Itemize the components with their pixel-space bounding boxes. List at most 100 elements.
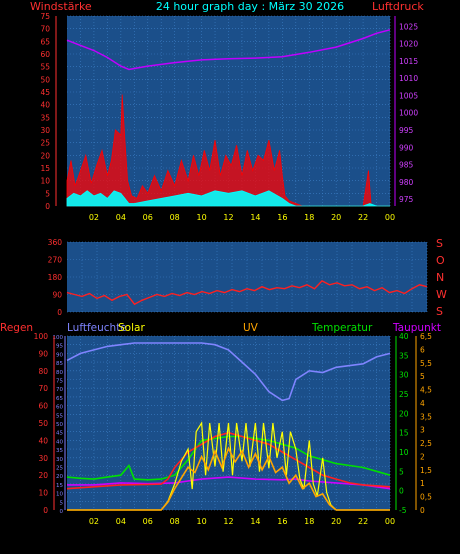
- humidity-tick-label: 15: [56, 483, 63, 489]
- humidity-tick-label: 25: [56, 466, 63, 472]
- temperature-axis-label: Temperatur: [311, 322, 373, 334]
- wind-tick-label: 20: [40, 151, 50, 160]
- climate-x-tick-label: 04: [116, 517, 126, 526]
- pressure-tick-label: 1000: [399, 109, 418, 118]
- wind-x-tick-label: 22: [358, 213, 368, 222]
- pressure-tick-label: 1020: [399, 40, 418, 49]
- solar-axis-label: Solar: [118, 322, 145, 334]
- dewpoint-series: [67, 476, 391, 490]
- humidity-tick-label: 40: [56, 439, 63, 445]
- rain-tick-label: 70: [38, 384, 48, 393]
- temperature-series: [66, 435, 391, 481]
- wind-tick-label: 15: [40, 164, 50, 173]
- climate-x-tick-label: 10: [196, 517, 206, 526]
- pressure-axis-label: Luftdruck: [372, 0, 424, 13]
- climate-x-tick-label: 18: [304, 517, 314, 526]
- humidity-tick-label: 55: [56, 413, 63, 419]
- humidity-tick-label: 50: [56, 422, 63, 428]
- wind-tick-label: 40: [40, 101, 50, 110]
- humidity-tick-label: 60: [56, 405, 63, 411]
- graph-title: 24 hour graph day : März 30 2026: [156, 0, 344, 13]
- humidity-tick-label: 75: [56, 379, 63, 385]
- uv-tick-label: 3: [420, 426, 425, 435]
- wind-tick-label: 60: [40, 50, 50, 59]
- climate-x-tick-label: 12: [223, 517, 233, 526]
- rain-tick-label: 90: [38, 349, 48, 358]
- wind-direction-ticks: 0 90 180 270 360: [48, 238, 63, 317]
- temperature-tick-label: 40: [399, 332, 409, 341]
- uv-tick-label: 3,5: [420, 412, 432, 421]
- uv-tick-label: 6: [420, 345, 425, 354]
- wind-x-tick-label: 06: [143, 213, 153, 222]
- direction-label-o: O: [436, 254, 445, 267]
- wind-tick-label: 45: [40, 88, 50, 97]
- rain-tick-label: 50: [38, 419, 48, 428]
- uv-tick-label: 1: [420, 479, 425, 488]
- temperature-tick-label: 5: [399, 467, 404, 476]
- wind-x-tick-label: 10: [196, 213, 206, 222]
- wind-tick-label: 35: [40, 113, 50, 122]
- gust-series: [66, 190, 390, 207]
- uv-tick-label: 6,5: [420, 332, 432, 341]
- temperature-tick-label: 0: [399, 487, 404, 496]
- wind-tick-label: 65: [40, 37, 50, 46]
- humidity-tick-label: 10: [56, 492, 63, 498]
- wind-tick-label: 55: [40, 63, 50, 72]
- wind-direction-series: [66, 280, 428, 306]
- climate-x-tick-label: 00: [385, 517, 395, 526]
- pressure-tick-label: 980: [399, 178, 414, 187]
- humidity-tick-label: 45: [56, 431, 63, 437]
- humidity-tick-label: 95: [56, 344, 63, 350]
- temperature-tick-label: 30: [399, 371, 409, 380]
- climate-x-tick-label: 20: [331, 517, 341, 526]
- pressure-tick-label: 1010: [399, 74, 418, 83]
- humidity-tick-label: 30: [56, 457, 63, 463]
- uv-tick-label: 4,5: [420, 386, 432, 395]
- humidity-tick-label: 5: [60, 500, 64, 506]
- rain-tick-label: 10: [38, 489, 48, 498]
- direction-tick-label: 270: [48, 256, 63, 265]
- humidity-axis-label: Luftfeuchte: [67, 322, 127, 334]
- wind-pressure-ticks: 0510152025303540455055606570759759809859…: [40, 12, 418, 222]
- wind-tick-label: 75: [40, 12, 50, 21]
- climate-x-tick-label: 06: [143, 517, 153, 526]
- temperature-tick-label: 10: [399, 448, 409, 457]
- direction-tick-label: 360: [48, 238, 63, 247]
- uv-tick-label: 2: [420, 452, 425, 461]
- wind-x-tick-label: 00: [385, 213, 395, 222]
- direction-label-n: N: [436, 271, 444, 284]
- wind-tick-label: 5: [45, 189, 50, 198]
- climate-series: [66, 342, 391, 511]
- pressure-tick-label: 995: [399, 126, 414, 135]
- humidity-series: [66, 342, 391, 402]
- pressure-tick-label: 975: [399, 195, 414, 204]
- temperature-tick-label: -5: [399, 506, 407, 515]
- temperature-tick-label: 35: [399, 351, 409, 360]
- solar-series: [67, 421, 390, 511]
- uv-tick-label: 5: [420, 372, 425, 381]
- wind-x-tick-label: 12: [223, 213, 233, 222]
- uv-tick-label: 1,5: [420, 466, 432, 475]
- wind-x-tick-label: 14: [250, 213, 260, 222]
- uv-tick-label: 5,5: [420, 359, 432, 368]
- direction-tick-label: 0: [57, 308, 62, 317]
- wind-axis-label: Windstärke: [30, 0, 92, 13]
- climate-x-tick-label: 08: [170, 517, 180, 526]
- temperature-tick-label: 15: [399, 429, 409, 438]
- uv-tick-label: 2,5: [420, 439, 432, 448]
- direction-label-w: W: [436, 288, 447, 301]
- temperature-tick-label: 20: [399, 409, 409, 418]
- humidity-tick-label: 70: [56, 387, 63, 393]
- wind-tick-label: 25: [40, 139, 50, 148]
- wind-tick-label: 30: [40, 126, 50, 135]
- pressure-tick-label: 985: [399, 161, 414, 170]
- wind-x-tick-label: 04: [116, 213, 126, 222]
- humidity-tick-label: 100: [53, 335, 64, 341]
- climate-x-tick-label: 16: [277, 517, 287, 526]
- rain-tick-label: 40: [38, 436, 48, 445]
- uv-tick-label: 4: [420, 399, 425, 408]
- wind-pressure-series: [66, 29, 391, 207]
- direction-tick-label: 90: [52, 291, 62, 300]
